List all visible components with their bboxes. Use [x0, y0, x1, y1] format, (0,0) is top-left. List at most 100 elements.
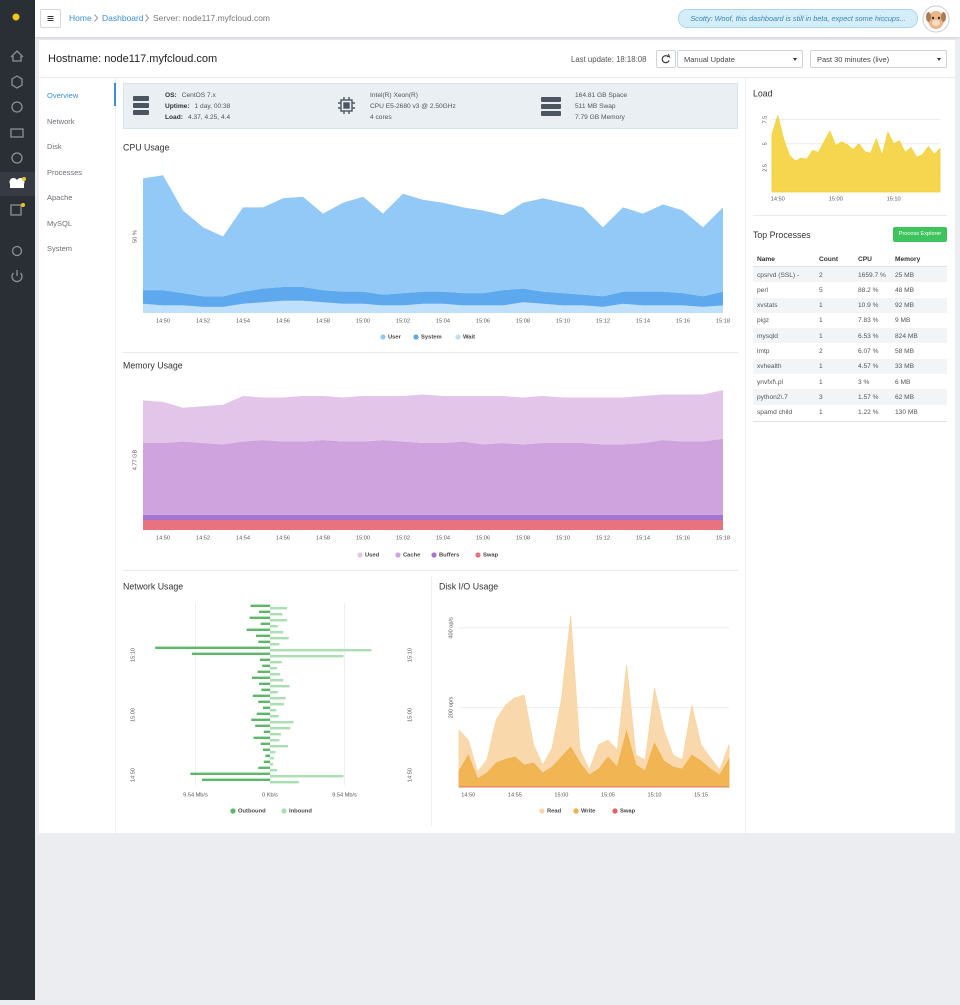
- select-value: Past 30 minutes (live): [817, 55, 890, 64]
- table-cell: mysqld: [757, 332, 778, 340]
- summary-label: Load:: [165, 114, 183, 121]
- nav-item[interactable]: Apache: [47, 193, 73, 202]
- table-cell: ynvfxf\.pl: [757, 378, 784, 386]
- breadcrumb-separator: [145, 14, 150, 22]
- table-cell: 10.9 %: [858, 302, 879, 310]
- table-cell: lmtp: [757, 348, 770, 355]
- badge: [21, 203, 25, 207]
- last-update: Last update: 18:18:08: [571, 55, 647, 64]
- column-header[interactable]: CPU: [858, 256, 872, 263]
- beta-notice: Scotty: Woof, this dashboard is still in…: [678, 9, 918, 28]
- nav-item[interactable]: Overview: [47, 91, 79, 100]
- table-cell: cpsrvd (SSL) -: [757, 271, 800, 279]
- nav-indicator: [114, 83, 116, 106]
- section-title: Top Processes: [753, 230, 811, 240]
- table-cell: 33 MB: [895, 363, 915, 371]
- table-cell: 824 MB: [895, 332, 918, 340]
- column-header[interactable]: Name: [757, 256, 775, 263]
- summary-line: CPU E5-2680 v3 @ 2.50GHz: [370, 103, 456, 110]
- column-header[interactable]: Memory: [895, 256, 921, 263]
- storage-icon: [541, 97, 561, 116]
- support-icon[interactable]: [11, 152, 23, 164]
- summary-line: OS: CentOS 7.x: [165, 92, 216, 99]
- cpu-icon: [338, 97, 355, 114]
- table-cell: 130 MB: [895, 409, 918, 417]
- summary-line: 7.79 GB Memory: [575, 114, 625, 121]
- table-cell: pigz: [757, 317, 770, 325]
- row-background: [753, 297, 947, 313]
- table-cell: 25 MB: [895, 271, 915, 279]
- nav-item[interactable]: MySQL: [47, 218, 73, 228]
- row-line: [753, 266, 947, 267]
- user-icon[interactable]: [11, 245, 23, 257]
- table-cell: perl: [757, 286, 768, 294]
- divider: [431, 576, 432, 826]
- row-background: [753, 389, 947, 405]
- time-range-select[interactable]: Past 30 minutes (live): [810, 50, 947, 68]
- menu-button[interactable]: [40, 9, 61, 28]
- row-background: [753, 358, 947, 375]
- table-cell: 48 MB: [895, 286, 915, 294]
- table-cell: 3 %: [858, 378, 870, 386]
- refresh-icon: [661, 53, 671, 64]
- table-cell: 9 MB: [895, 317, 911, 325]
- table-cell: 58 MB: [895, 348, 915, 355]
- breadcrumb-current: Server: node117.myfcloud.com: [153, 13, 271, 23]
- row-line: [753, 421, 947, 422]
- table-cell: 1: [819, 378, 823, 386]
- update-mode-select[interactable]: Manual Update: [677, 50, 803, 68]
- table-cell: 1.22 %: [858, 409, 879, 417]
- server-icon[interactable]: [9, 177, 25, 188]
- summary-value: 1 day, 00:38: [194, 103, 231, 110]
- column-header[interactable]: Count: [819, 256, 839, 263]
- breadcrumb-link[interactable]: Home: [69, 13, 92, 23]
- table-cell: 1: [819, 409, 823, 417]
- sidebar-icons: [0, 13, 35, 283]
- divider: [753, 215, 947, 216]
- home-icon[interactable]: [10, 50, 24, 62]
- row-background: [753, 328, 947, 344]
- cube-icon[interactable]: [11, 75, 23, 89]
- hostname: Hostname: node117.myfcloud.com: [48, 53, 218, 65]
- menu-icon: [47, 16, 54, 21]
- table-cell: 1: [819, 317, 823, 325]
- nav-item[interactable]: System: [47, 244, 73, 253]
- table-cell: 62 MB: [895, 393, 915, 401]
- table-cell: 1: [819, 302, 823, 310]
- table-cell: 4.57 %: [858, 363, 879, 371]
- breadcrumb-link[interactable]: Dashboard: [102, 13, 144, 23]
- avatar[interactable]: [921, 4, 951, 34]
- divider: [123, 570, 738, 571]
- row-background: [753, 267, 947, 283]
- drive-icon[interactable]: [10, 128, 24, 138]
- power-icon[interactable]: [11, 270, 23, 283]
- globe-icon[interactable]: [11, 101, 23, 113]
- nav-item[interactable]: Processes: [47, 167, 83, 177]
- table-cell: 5: [819, 286, 823, 294]
- table-cell: 6.53 %: [858, 332, 879, 340]
- divider: [39, 77, 955, 78]
- table-cell: 7.83 %: [858, 317, 879, 325]
- main-panel: [39, 40, 955, 833]
- divider: [115, 78, 116, 833]
- logo: [12, 13, 20, 21]
- refresh-button[interactable]: [656, 50, 676, 68]
- table-cell: 3: [819, 393, 823, 401]
- table-cell: xvstats: [757, 302, 778, 310]
- sidebar: [0, 0, 35, 1000]
- summary-value: 4.37, 4.25, 4.4: [187, 114, 231, 121]
- breadcrumb-separator: [94, 14, 99, 22]
- summary-line: Load: 4.37, 4.25, 4.4: [165, 114, 230, 121]
- table-cell: 6 MB: [895, 378, 911, 386]
- table-cell: 1: [819, 363, 823, 371]
- nav-item[interactable]: Disk: [47, 142, 62, 151]
- nav-item[interactable]: Network: [47, 116, 75, 126]
- summary-box: [123, 83, 738, 129]
- table-cell: 88.2 %: [858, 286, 879, 294]
- summary-line: 164.81 GB Space: [575, 92, 628, 99]
- table-cell: spamd child: [757, 409, 793, 417]
- table-cell: 1659.7 %: [858, 271, 886, 279]
- process-explorer-button[interactable]: Process Explorer: [893, 227, 947, 242]
- edit-icon[interactable]: [10, 204, 22, 216]
- table-cell: 6.07 %: [858, 348, 879, 355]
